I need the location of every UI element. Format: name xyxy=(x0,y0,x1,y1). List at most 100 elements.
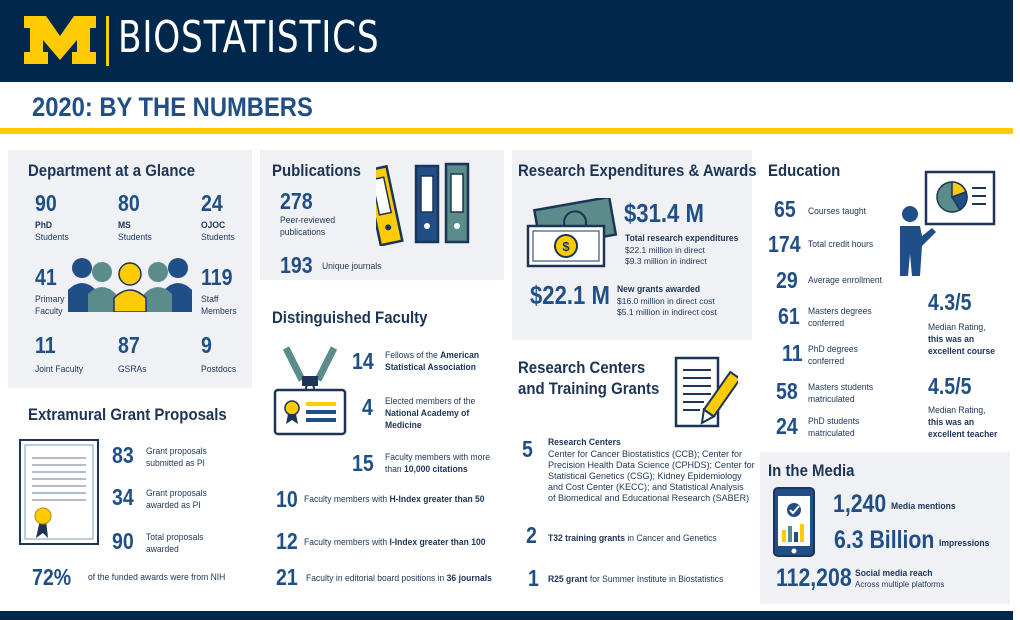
total-awarded-label: Total proposals awarded xyxy=(146,532,204,555)
asa-count: 14 xyxy=(352,348,374,374)
awarded-count: 34 xyxy=(112,484,134,510)
ms-count: 80 xyxy=(118,190,140,216)
title-rule xyxy=(0,128,1013,134)
impressions-count: 6.3 Billion xyxy=(834,526,935,554)
centers-title-line1: Research Centers xyxy=(518,358,646,377)
new-grants-value: $22.1 M xyxy=(530,280,610,310)
total-indirect: $9.3 million in indirect xyxy=(625,256,707,266)
gsra-label: GSRAs xyxy=(118,364,147,375)
footer-bar xyxy=(0,611,1013,620)
staff-count: 119 xyxy=(201,264,233,290)
phd-label: PhD Students xyxy=(35,220,69,243)
iindex-label: Faculty members with I-Index greater tha… xyxy=(304,537,486,548)
ms-label: MS Students xyxy=(118,220,152,243)
nam-count: 4 xyxy=(362,394,373,420)
editorial-label: Faculty in editorial board positions in … xyxy=(306,573,492,584)
credits-count: 174 xyxy=(768,231,801,257)
t32-label: T32 training grants in Cancer and Geneti… xyxy=(548,533,717,544)
t32-count: 2 xyxy=(526,522,537,548)
social-reach-label: Social media reach xyxy=(855,568,933,579)
citations-count: 15 xyxy=(352,450,374,476)
nam-label: Elected members of the National Academy o… xyxy=(385,396,476,431)
masters-conferred-count: 61 xyxy=(778,303,800,329)
media-title: In the Media xyxy=(768,461,855,480)
submitted-count: 83 xyxy=(112,442,134,468)
social-reach-count: 112,208 xyxy=(776,564,852,592)
editorial-count: 21 xyxy=(276,564,298,590)
centers-title-line2: and Training Grants xyxy=(518,379,660,398)
education-title: Education xyxy=(768,161,841,180)
staff-label: Staff Members xyxy=(201,294,237,317)
research-title: Research Expenditures & Awards xyxy=(518,161,757,180)
new-grants-label: New grants awarded xyxy=(617,284,701,295)
nih-percent: 72% xyxy=(32,564,72,590)
faculty-label: Primary Faculty xyxy=(35,294,65,317)
impressions-label: Impressions xyxy=(939,538,990,549)
peer-reviewed-count: 278 xyxy=(280,188,313,214)
r25-count: 1 xyxy=(528,565,539,591)
glance-title: Department at a Glance xyxy=(28,161,196,180)
certificate-icon xyxy=(19,439,99,545)
social-reach-sub: Across multiple platforms xyxy=(855,580,945,589)
people-group-icon xyxy=(68,258,192,312)
joint-count: 11 xyxy=(35,332,56,358)
phd-matriculated-count: 24 xyxy=(776,413,798,439)
total-direct: $22.1 million in direct xyxy=(625,245,705,255)
enrollment-label: Average enrollment xyxy=(808,275,882,286)
postdocs-count: 9 xyxy=(201,332,212,358)
iindex-count: 12 xyxy=(276,528,298,554)
publications-title: Publications xyxy=(272,161,361,180)
citations-label: Faculty members with more than 10,000 cit… xyxy=(385,452,491,475)
courses-label: Courses taught xyxy=(808,206,866,217)
phd-matriculated-label: PhD students matriculated xyxy=(808,416,860,439)
svg-text:$: $ xyxy=(562,239,570,254)
header-separator xyxy=(106,16,109,66)
ojoc-label: OJOC Students xyxy=(201,220,235,243)
michigan-m-logo xyxy=(24,16,96,64)
faculty-title: Distinguished Faculty xyxy=(272,308,428,327)
teacher-rating: 4.5/5 xyxy=(928,373,972,399)
media-mentions-label: Media mentions xyxy=(891,501,956,512)
rc-list: Center for Cancer Biostatistics (CCB); C… xyxy=(548,449,755,503)
faculty-count: 41 xyxy=(35,264,57,290)
notepad-pen-icon xyxy=(674,356,738,428)
site-title: BIOSTATISTICS xyxy=(118,12,380,63)
postdocs-label: Postdocs xyxy=(201,364,237,375)
joint-label: Joint Faculty xyxy=(35,364,83,375)
phd-conferred-label: PhD degrees conferred xyxy=(808,344,858,367)
new-indirect: $5.1 million in indirect cost xyxy=(617,307,717,317)
binders-icon xyxy=(376,162,470,246)
enrollment-count: 29 xyxy=(776,267,798,293)
rc-count: 5 xyxy=(522,436,533,462)
total-expenditure: $31.4 M xyxy=(624,198,704,228)
course-rating: 4.3/5 xyxy=(928,289,972,315)
teacher-rating-label: Median Rating, this was an excellent teach… xyxy=(928,405,998,440)
smartphone-icon xyxy=(773,487,815,557)
nih-label: of the funded awards were from NIH xyxy=(88,572,226,583)
awarded-label: Grant proposals awarded as PI xyxy=(146,488,207,511)
money-icon: $ xyxy=(526,198,618,268)
submitted-label: Grant proposals submitted as PI xyxy=(146,446,207,469)
faculty-panel xyxy=(260,288,504,604)
hindex-count: 10 xyxy=(276,486,298,512)
grants-title: Extramural Grant Proposals xyxy=(28,405,227,424)
r25-label: R25 grant for Summer Institute in Biosta… xyxy=(548,574,724,585)
masters-matriculated-count: 58 xyxy=(776,378,798,404)
journals-label: Unique journals xyxy=(322,261,382,272)
credits-label: Total credit hours xyxy=(808,239,874,250)
page-title: 2020: BY THE NUMBERS xyxy=(32,92,313,122)
phd-conferred-count: 11 xyxy=(782,340,803,366)
peer-reviewed-label: Peer-reviewed publications xyxy=(280,215,336,238)
masters-conferred-label: Masters degrees conferred xyxy=(808,306,872,329)
total-expenditure-label: Total research expenditures xyxy=(625,233,739,244)
asa-label: Fellows of the American Statistical Assoc… xyxy=(385,350,480,373)
ojoc-count: 24 xyxy=(201,190,223,216)
course-rating-label: Median Rating, this was an excellent cours… xyxy=(928,322,996,357)
gsra-count: 87 xyxy=(118,332,140,358)
masters-matriculated-label: Masters students matriculated xyxy=(808,382,874,405)
media-mentions-count: 1,240 xyxy=(833,490,887,518)
hindex-label: Faculty members with H-Index greater tha… xyxy=(304,494,485,505)
courses-count: 65 xyxy=(774,196,796,222)
new-direct: $16.0 million in direct cost xyxy=(617,296,715,306)
rc-label: Research Centers xyxy=(548,437,621,448)
